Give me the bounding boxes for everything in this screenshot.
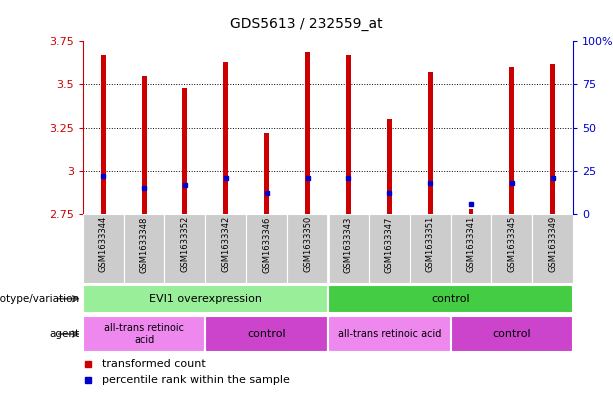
Bar <box>409 214 451 283</box>
Text: control: control <box>431 294 470 304</box>
Bar <box>164 214 205 283</box>
Bar <box>83 316 205 352</box>
Bar <box>428 72 433 214</box>
Bar <box>246 214 287 283</box>
Bar <box>223 62 228 214</box>
Bar <box>346 55 351 214</box>
Text: all-trans retinoic acid: all-trans retinoic acid <box>338 329 441 339</box>
Bar <box>305 51 310 214</box>
Bar <box>83 214 124 283</box>
Text: GSM1633352: GSM1633352 <box>180 216 189 272</box>
Bar <box>83 285 328 313</box>
Text: GSM1633348: GSM1633348 <box>140 216 148 273</box>
Text: GSM1633351: GSM1633351 <box>425 216 435 272</box>
Text: transformed count: transformed count <box>102 358 206 369</box>
Bar <box>124 214 164 283</box>
Bar <box>142 76 147 214</box>
Bar <box>328 316 451 352</box>
Bar <box>509 67 514 214</box>
Bar <box>287 214 328 283</box>
Bar <box>369 214 409 283</box>
Text: GSM1633343: GSM1633343 <box>344 216 353 273</box>
Text: all-trans retinoic
acid: all-trans retinoic acid <box>104 323 184 345</box>
Text: GSM1633341: GSM1633341 <box>466 216 476 272</box>
Bar <box>205 214 246 283</box>
Text: GSM1633347: GSM1633347 <box>385 216 394 273</box>
Bar <box>264 133 269 214</box>
Bar <box>492 214 532 283</box>
Text: percentile rank within the sample: percentile rank within the sample <box>102 375 290 385</box>
Text: EVI1 overexpression: EVI1 overexpression <box>149 294 262 304</box>
Text: control: control <box>247 329 286 339</box>
Text: GSM1633350: GSM1633350 <box>303 216 312 272</box>
Bar <box>101 55 105 214</box>
Bar <box>328 285 573 313</box>
Text: GSM1633346: GSM1633346 <box>262 216 271 273</box>
Text: control: control <box>492 329 531 339</box>
Bar <box>532 214 573 283</box>
Text: GSM1633349: GSM1633349 <box>548 216 557 272</box>
Bar <box>451 214 492 283</box>
Bar <box>550 64 555 214</box>
Bar <box>183 88 188 214</box>
Text: GSM1633342: GSM1633342 <box>221 216 230 272</box>
Text: GSM1633345: GSM1633345 <box>508 216 516 272</box>
Text: genotype/variation: genotype/variation <box>0 294 80 304</box>
Text: GDS5613 / 232559_at: GDS5613 / 232559_at <box>230 17 383 31</box>
Text: GSM1633344: GSM1633344 <box>99 216 108 272</box>
Bar <box>328 214 369 283</box>
Bar <box>205 316 328 352</box>
Bar <box>387 119 392 214</box>
Text: agent: agent <box>50 329 80 339</box>
Bar <box>468 209 473 214</box>
Bar <box>451 316 573 352</box>
